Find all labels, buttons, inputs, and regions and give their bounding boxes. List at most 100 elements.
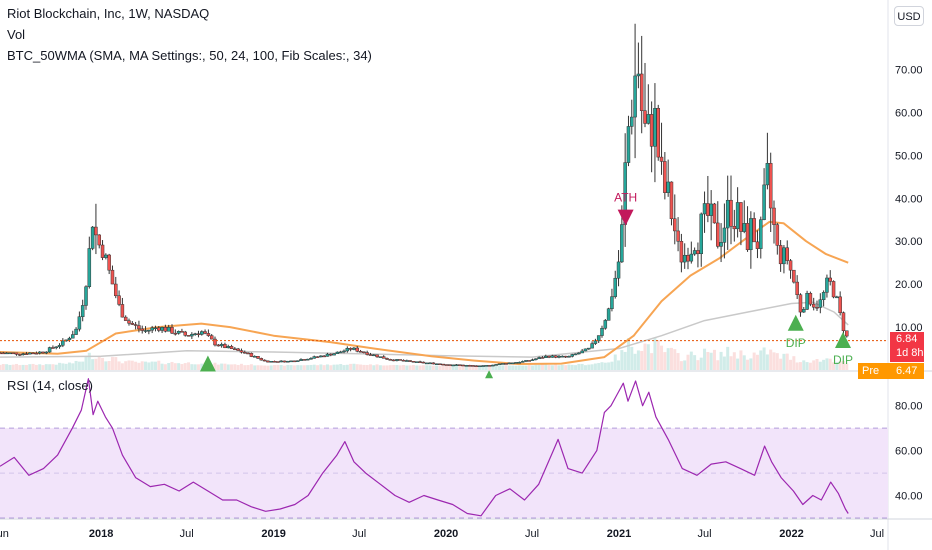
volume-bar [101,357,105,370]
candle-body [14,352,19,355]
candle-body [388,359,393,361]
candle-body [510,362,515,365]
time-tick-label: Jul [698,528,712,540]
candle-body [358,351,363,353]
candle-body [613,277,617,297]
volume-bar [765,354,769,370]
candle-body [229,346,234,350]
price-tick-label: 50.00 [895,150,923,162]
volume-bar [511,365,515,370]
candle-body [560,355,565,358]
candle-body [37,351,42,354]
volume-bar [312,364,316,370]
candle-body [143,330,148,332]
volume-bar [362,364,366,370]
volume-bar [140,361,144,370]
candle-body [213,338,217,346]
candle-body [749,218,753,251]
candle-body [828,277,832,282]
candle-body [603,320,608,329]
candle-body [269,361,273,363]
volume-bar [749,358,753,370]
volume-bar [521,365,525,370]
volume-bar [246,365,250,370]
volume-bar [335,364,339,370]
volume-bar [187,362,191,370]
volume-bar [805,362,809,370]
candle-body [580,350,584,354]
volume-bar [593,363,597,370]
time-tick-label: Jul [525,528,539,540]
volume-bar [183,363,187,370]
volume-bar [597,363,601,370]
volume-bar [560,364,564,370]
candle-body [236,348,240,351]
volume-bar [259,365,263,370]
candle-body [61,340,65,346]
candle-body [163,327,168,332]
volume-bar [623,351,627,370]
volume-bar [67,362,71,370]
volume-bar [269,365,273,370]
volume-bar [534,364,538,370]
volume-bar [378,365,382,370]
candle-body [153,327,158,330]
volume-bar [656,340,660,370]
candle-body [630,116,634,127]
volume-bar [44,364,48,370]
candle-body [395,359,399,361]
candle-body [616,261,621,279]
candle-body [203,331,207,334]
dip-label: DIP [833,353,853,367]
volume-bar [200,363,204,370]
candle-body [137,325,141,330]
candle-body [534,358,538,361]
time-tick-label: 2018 [89,528,113,540]
candle-body [805,292,809,310]
candle-body [702,203,707,215]
candlesticks [0,23,849,368]
volume-bar [464,365,468,370]
candle-body [100,244,105,258]
volume-bar [497,365,501,370]
volume-bar [752,352,756,370]
volume-bar [580,363,584,370]
volume-bar [699,357,703,370]
volume-bar [537,364,541,370]
price-axis-ticks: 10.00 20.00 30.00 40.00 50.00 60.00 70.00 40.00… [895,65,923,503]
volume-bar [342,365,346,370]
candle-body [785,247,789,261]
candle-body [362,351,366,353]
candle-body [368,354,373,356]
pre-market-price: 6.47 [890,362,924,379]
candle-body [679,241,684,263]
volume-bar [716,360,720,370]
volume-bar [316,365,320,370]
candle-body [577,352,581,355]
candle-body [279,360,283,363]
volume-bar [127,360,131,370]
candle-body [338,351,343,354]
volume-bar [137,362,141,370]
volume-bar [375,364,379,370]
volume-bar [402,365,406,370]
currency-button[interactable]: USD [894,6,924,26]
volume-bar [603,362,607,370]
candle-body [649,114,654,147]
candle-body [246,352,250,355]
candle-body [709,203,713,216]
candle-body [223,344,227,349]
dip-marker [834,331,851,348]
candle-body [233,348,237,351]
volume-bar [54,364,58,370]
volume-bar [514,365,518,370]
candle-body [150,327,154,331]
price-tick-label: 40.00 [895,193,923,205]
candle-body [256,356,260,359]
volume-bar [309,364,313,370]
candle-body [762,184,766,220]
candle-body [31,352,35,355]
time-tick-label: 2021 [607,528,631,540]
candle-body [305,358,310,361]
